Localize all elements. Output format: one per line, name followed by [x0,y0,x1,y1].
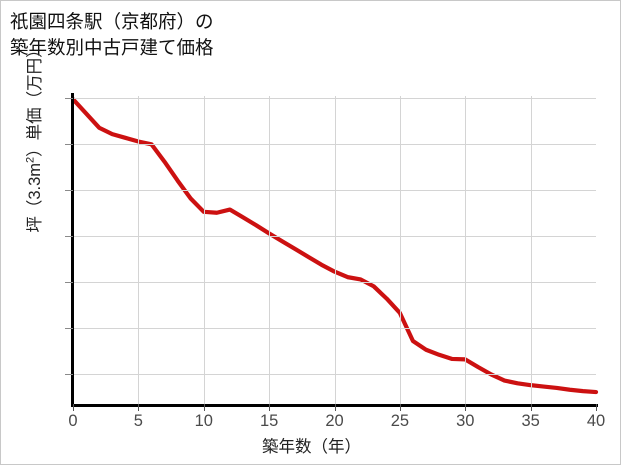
x-tick-label: 15 [259,412,279,430]
gridline-vertical [334,96,336,404]
y-axis-title: 坪（3.3m2）単価（万円） [24,41,45,233]
y-tick-mark [65,144,73,146]
gridline-vertical [203,96,205,404]
y-axis-title-wrap: 坪（3.3m2）単価（万円） [21,1,45,287]
gridline-vertical [269,96,271,404]
x-tick-mark [73,404,74,411]
gridline-vertical [138,96,140,404]
x-tick-mark [530,404,532,411]
y-tick-mark [65,282,73,284]
x-tick-mark [203,404,205,411]
x-tick-label: 20 [325,412,344,430]
gridline-vertical [399,96,401,404]
x-tick-label: 30 [456,412,475,430]
x-tick-mark [269,404,271,411]
y-tick-mark [65,374,73,376]
x-tick-label: 0 [68,412,78,430]
chart-title: 祇園四条駅（京都府）の 築年数別中古戸建て価格 [10,11,214,59]
x-tick-mark [399,404,401,411]
x-tick-label: 40 [586,412,606,430]
y-tick-mark [65,190,73,192]
x-axis-title: 築年数（年） [262,438,361,456]
y-tick-mark [65,328,73,330]
x-tick-mark [334,404,336,411]
x-tick-label: 5 [133,412,143,430]
x-tick-mark [596,404,597,411]
x-tick-label: 10 [194,412,213,430]
x-tick-label: 35 [521,412,540,430]
y-axis-spine [71,93,74,407]
gridline-vertical [530,96,532,404]
y-tick-mark [65,98,73,100]
x-tick-mark [138,404,140,411]
x-tick-label: 25 [390,412,410,430]
gridline-vertical [465,96,467,404]
x-tick-mark [465,404,467,411]
y-tick-mark [65,236,73,238]
plot-area [70,96,599,404]
